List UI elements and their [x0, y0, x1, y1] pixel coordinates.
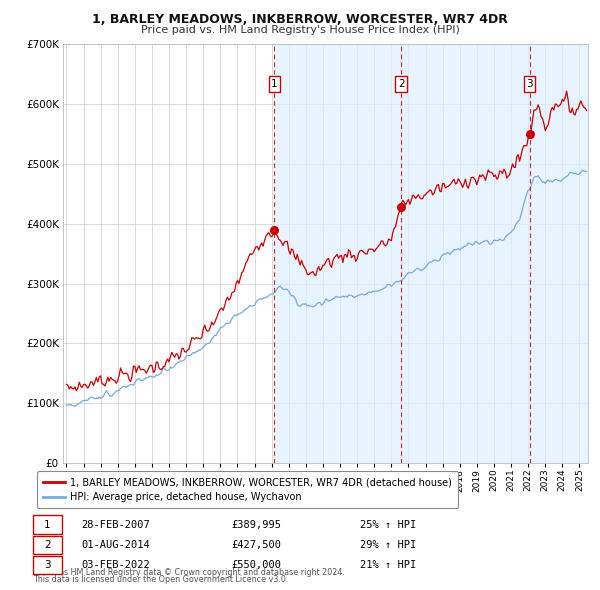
Text: 1, BARLEY MEADOWS, INKBERROW, WORCESTER, WR7 4DR: 1, BARLEY MEADOWS, INKBERROW, WORCESTER,…: [92, 13, 508, 26]
Text: 3: 3: [44, 560, 51, 569]
Text: Price paid vs. HM Land Registry's House Price Index (HPI): Price paid vs. HM Land Registry's House …: [140, 25, 460, 35]
Bar: [401, 44, 530, 463]
Text: 2: 2: [398, 79, 404, 89]
Legend: 1, BARLEY MEADOWS, INKBERROW, WORCESTER, WR7 4DR (detached house), HPI: Average : 1, BARLEY MEADOWS, INKBERROW, WORCESTER,…: [37, 471, 458, 508]
Bar: [530, 44, 588, 463]
Text: £427,500: £427,500: [231, 540, 281, 549]
Text: £389,995: £389,995: [231, 520, 281, 529]
Text: This data is licensed under the Open Government Licence v3.0.: This data is licensed under the Open Gov…: [33, 575, 289, 584]
Text: 03-FEB-2022: 03-FEB-2022: [81, 560, 150, 569]
Text: Contains HM Land Registry data © Crown copyright and database right 2024.: Contains HM Land Registry data © Crown c…: [33, 568, 345, 577]
Bar: [274, 44, 401, 463]
Text: 01-AUG-2014: 01-AUG-2014: [81, 540, 150, 549]
Text: 21% ↑ HPI: 21% ↑ HPI: [360, 560, 416, 569]
Text: 2: 2: [44, 540, 51, 549]
Text: 1: 1: [44, 520, 51, 529]
Text: 29% ↑ HPI: 29% ↑ HPI: [360, 540, 416, 549]
Text: 3: 3: [526, 79, 533, 89]
Text: 28-FEB-2007: 28-FEB-2007: [81, 520, 150, 529]
Text: 25% ↑ HPI: 25% ↑ HPI: [360, 520, 416, 529]
Text: 1: 1: [271, 79, 278, 89]
Text: £550,000: £550,000: [231, 560, 281, 569]
